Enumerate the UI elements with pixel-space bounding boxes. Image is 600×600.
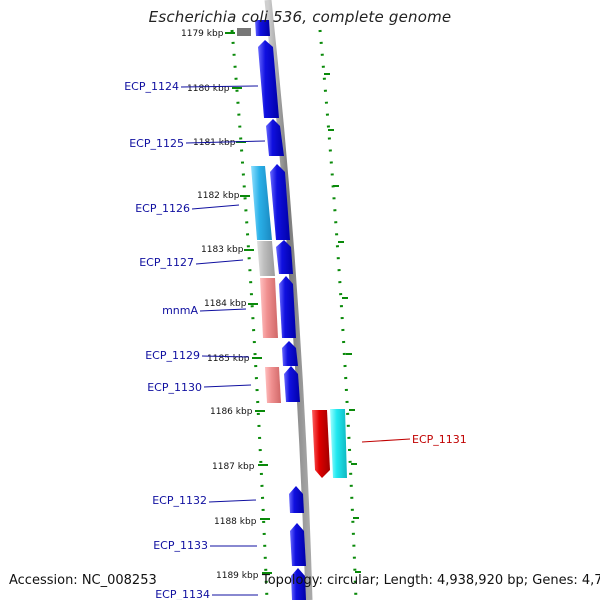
gene-labels: ECP_1124 ECP_1125 ECP_1126 ECP_1127 mnmA… bbox=[124, 80, 467, 600]
label-mnma: mnmA bbox=[162, 304, 198, 317]
gene-ecp-1129[interactable] bbox=[282, 341, 298, 366]
gene-ecp-1127[interactable] bbox=[257, 241, 275, 276]
backbone-top-cap bbox=[237, 28, 251, 36]
accession-text: Accession: NC_008253 bbox=[9, 573, 157, 588]
label-connectors bbox=[180, 85, 411, 596]
gene-ecp-1133[interactable] bbox=[290, 523, 306, 566]
tick-1188: 1188 kbp bbox=[214, 517, 257, 527]
map-title: Escherichia coli 536, complete genome bbox=[148, 8, 452, 26]
gene-forward-2[interactable] bbox=[276, 240, 293, 274]
tick-1181: 1181 kbp bbox=[193, 138, 236, 148]
topology-text: Topology: circular; Length: 4,938,920 bp… bbox=[262, 573, 600, 588]
ruler-dots-right bbox=[318, 29, 358, 600]
gene-top-partial[interactable] bbox=[255, 20, 270, 36]
tick-1186: 1186 kbp bbox=[210, 407, 253, 417]
label-ecp-1131: ECP_1131 bbox=[412, 433, 467, 446]
genome-backbone bbox=[264, 0, 313, 600]
label-ecp-1134: ECP_1134 bbox=[155, 588, 210, 600]
gene-ecp-1132[interactable] bbox=[289, 486, 304, 513]
tick-labels: 1179 kbp 1180 kbp 1181 kbp 1182 kbp 1183… bbox=[181, 29, 272, 581]
gene-forward-3[interactable] bbox=[279, 276, 296, 338]
gene-forward-1[interactable] bbox=[270, 164, 290, 240]
gene-ecp-1130[interactable] bbox=[265, 367, 281, 403]
tick-1180: 1180 kbp bbox=[187, 84, 230, 94]
label-ecp-1133: ECP_1133 bbox=[153, 539, 208, 552]
label-ecp-1125: ECP_1125 bbox=[129, 137, 184, 150]
ruler-right-dashes bbox=[324, 73, 361, 573]
label-ecp-1127: ECP_1127 bbox=[139, 256, 194, 269]
ruler-dots-left bbox=[230, 29, 269, 600]
genes bbox=[251, 20, 347, 600]
label-ecp-1132: ECP_1132 bbox=[152, 494, 207, 507]
label-ecp-1126: ECP_1126 bbox=[135, 202, 190, 215]
tick-1189: 1189 kbp bbox=[216, 571, 259, 581]
tick-1183: 1183 kbp bbox=[201, 245, 244, 255]
gene-forward-4[interactable] bbox=[284, 366, 300, 402]
gene-ecp-1134[interactable] bbox=[291, 568, 306, 600]
gene-ecp-1126[interactable] bbox=[251, 166, 272, 240]
tick-1182: 1182 kbp bbox=[197, 191, 240, 201]
gene-aqua[interactable] bbox=[330, 409, 347, 478]
tick-1187: 1187 kbp bbox=[212, 462, 255, 472]
label-ecp-1124: ECP_1124 bbox=[124, 80, 179, 93]
tick-1184: 1184 kbp bbox=[204, 299, 247, 309]
label-ecp-1129: ECP_1129 bbox=[145, 349, 200, 362]
gene-ecp-1131[interactable] bbox=[312, 410, 330, 478]
gene-ecp-1125[interactable] bbox=[266, 119, 284, 156]
gene-ecp-1124[interactable] bbox=[258, 40, 279, 118]
tick-1185: 1185 kbp bbox=[207, 354, 250, 364]
gene-mnma[interactable] bbox=[260, 278, 278, 338]
tick-1179: 1179 kbp bbox=[181, 29, 224, 39]
label-ecp-1130: ECP_1130 bbox=[147, 381, 202, 394]
